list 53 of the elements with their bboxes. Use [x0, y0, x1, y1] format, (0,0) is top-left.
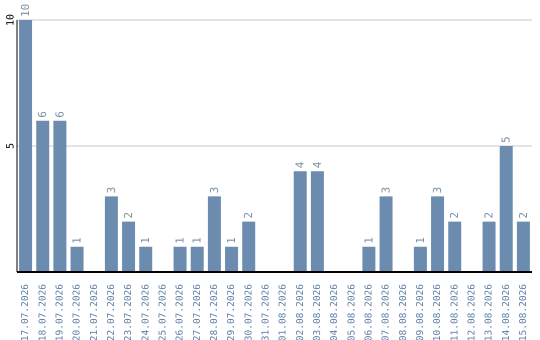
data-label: 1: [174, 237, 187, 244]
data-label: 3: [380, 186, 393, 194]
bar: [53, 120, 66, 272]
data-label: 3: [104, 186, 118, 194]
data-label: 3: [208, 186, 221, 194]
bar: [70, 246, 84, 272]
bar: [174, 246, 187, 272]
bar: [362, 246, 376, 272]
bar: [225, 246, 238, 272]
data-label: 6: [36, 111, 50, 118]
data-label: 1: [190, 237, 204, 244]
bar: [482, 222, 496, 272]
data-label: 1: [362, 237, 376, 244]
x-tick-label: 10.08.2026: [432, 284, 444, 340]
bar: [414, 246, 427, 272]
data-label: 1: [414, 237, 427, 244]
bar: [104, 196, 118, 272]
x-tick-label: 17.07.2026: [20, 284, 32, 340]
bar: [122, 222, 136, 272]
bar: [139, 246, 152, 272]
x-tick-label: 15.08.2026: [518, 284, 529, 340]
data-label: 1: [70, 237, 84, 244]
x-tick-label: 14.08.2026: [500, 284, 512, 340]
data-label: 1: [139, 237, 152, 244]
bar: [310, 171, 324, 272]
bar: [36, 120, 50, 272]
bar: [448, 222, 462, 272]
data-label: 1: [225, 237, 238, 244]
data-label: 2: [122, 212, 136, 219]
x-tick-label: 13.08.2026: [484, 284, 495, 340]
bar: [380, 196, 393, 272]
data-label: 4: [310, 161, 324, 168]
data-label: 2: [482, 212, 496, 219]
bar: [500, 146, 513, 272]
data-label: 5: [500, 136, 513, 143]
data-label: 2: [516, 212, 530, 219]
x-tick-label: 12.08.2026: [466, 284, 478, 340]
bar: [19, 20, 32, 272]
bar: [208, 196, 221, 272]
data-label: 3: [431, 186, 444, 194]
bar: [242, 222, 256, 272]
data-label: 2: [448, 212, 462, 219]
bar: [516, 222, 530, 272]
bar: [190, 246, 204, 272]
bar: [294, 171, 307, 272]
data-label: 10: [19, 4, 32, 17]
data-label: 2: [242, 212, 256, 219]
bar: [431, 196, 444, 272]
x-tick-label: 11.08.2026: [449, 284, 460, 340]
data-label: 4: [294, 161, 307, 168]
data-label: 6: [53, 111, 66, 118]
x-tick-label: 19.07.2026: [54, 284, 66, 340]
x-tick-label: 18.07.2026: [37, 284, 48, 340]
